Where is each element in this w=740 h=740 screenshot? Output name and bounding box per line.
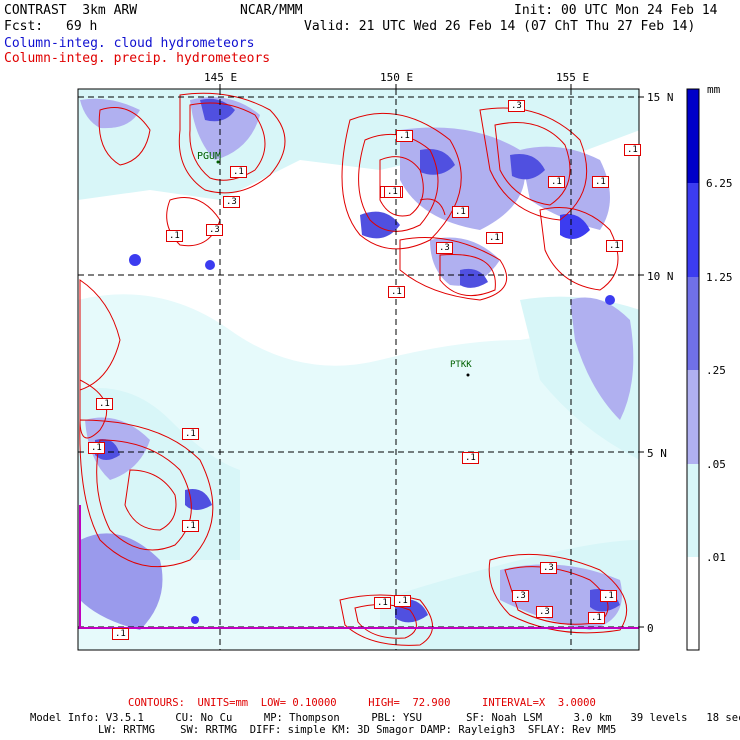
contour-label: .3 (512, 590, 529, 602)
contour-label: .3 (540, 562, 557, 574)
contour-label: .1 (462, 452, 479, 464)
contour-label: .1 (394, 595, 411, 607)
contour-label: .3 (536, 606, 553, 618)
model-title: CONTRAST 3km ARW (4, 3, 138, 18)
contour-label: .1 (486, 232, 503, 244)
org-label: NCAR/MMM (240, 3, 303, 18)
colorbar-unit: mm (707, 83, 721, 96)
forecast-hours: 69 h (66, 19, 98, 34)
contour-label: .1 (388, 286, 405, 298)
colorbar-label-0-25: .25 (706, 364, 726, 377)
station-marker-ptkk (466, 373, 470, 377)
colorbar-swatch-4 (687, 370, 699, 464)
contour-label: .1 (592, 176, 609, 188)
contour-label: .1 (384, 186, 401, 198)
contour-label: .1 (396, 130, 413, 142)
contour-label: .1 (182, 520, 199, 532)
contour-label: .3 (206, 224, 223, 236)
colorbar-swatch-2 (687, 183, 699, 277)
lon-label-155: 155 E (556, 71, 590, 84)
colorbar-label-0-01: .01 (706, 551, 726, 564)
contour-label: .3 (508, 100, 525, 112)
lat-label-5n: 5 N (647, 447, 667, 460)
map-frame (77, 88, 640, 651)
lat-label-0: 0 (647, 622, 654, 635)
colorbar-label-6-25: 6.25 (706, 177, 733, 190)
contour-label: .3 (223, 196, 240, 208)
forecast-label: Fcst: (4, 19, 44, 34)
station-label-ptkk: PTKK (450, 360, 472, 370)
valid-time: Valid: 21 UTC Wed 26 Feb 14 (07 ChT Thu … (304, 19, 696, 34)
colorbar-label-0-05: .05 (706, 458, 726, 471)
contour-info: CONTOURS: UNITS=mm LOW= 0.10000 HIGH= 72… (128, 697, 596, 709)
model-info-line2: LW: RRTMG SW: RRTMG DIFF: simple KM: 3D … (98, 724, 617, 736)
station-marker-pgum (216, 160, 220, 164)
colorbar-swatch-1 (687, 89, 699, 183)
contour-label: .1 (548, 176, 565, 188)
lat-label-10n: 10 N (647, 270, 674, 283)
contour-label: .1 (112, 628, 129, 640)
colorbar-swatch-3 (687, 277, 699, 370)
contour-label: .1 (88, 442, 105, 454)
contour-label: .1 (96, 398, 113, 410)
contour-label: .1 (230, 166, 247, 178)
contour-label: .1 (600, 590, 617, 602)
lon-label-150: 150 E (380, 71, 414, 84)
contour-label: .1 (166, 230, 183, 242)
contour-label: .1 (588, 612, 605, 624)
contour-label: .1 (624, 144, 641, 156)
axis-ticks (219, 84, 644, 628)
colorbar-swatch-6 (687, 557, 699, 650)
contour-label: .1 (182, 428, 199, 440)
model-info-line1: Model Info: V3.5.1 CU: No Cu MP: Thompso… (30, 712, 740, 724)
init-time: Init: 00 UTC Mon 24 Feb 14 (514, 3, 718, 18)
colorbar-swatch-5 (687, 464, 699, 557)
field-cloud-label: Column-integ. cloud hydrometeors (4, 36, 255, 51)
cloud-field (78, 89, 639, 650)
contour-label: .1 (606, 240, 623, 252)
field-precip-label: Column-integ. precip. hydrometeors (4, 51, 271, 66)
lat-label-15n: 15 N (647, 91, 674, 104)
colorbar (686, 88, 700, 651)
station-label-pgum: PGUM (197, 151, 222, 162)
colorbar-label-1-25: 1.25 (706, 271, 733, 284)
lon-label-145: 145 E (204, 71, 238, 84)
contour-label: .1 (374, 597, 391, 609)
contour-label: .3 (436, 242, 453, 254)
contour-label: .1 (452, 206, 469, 218)
